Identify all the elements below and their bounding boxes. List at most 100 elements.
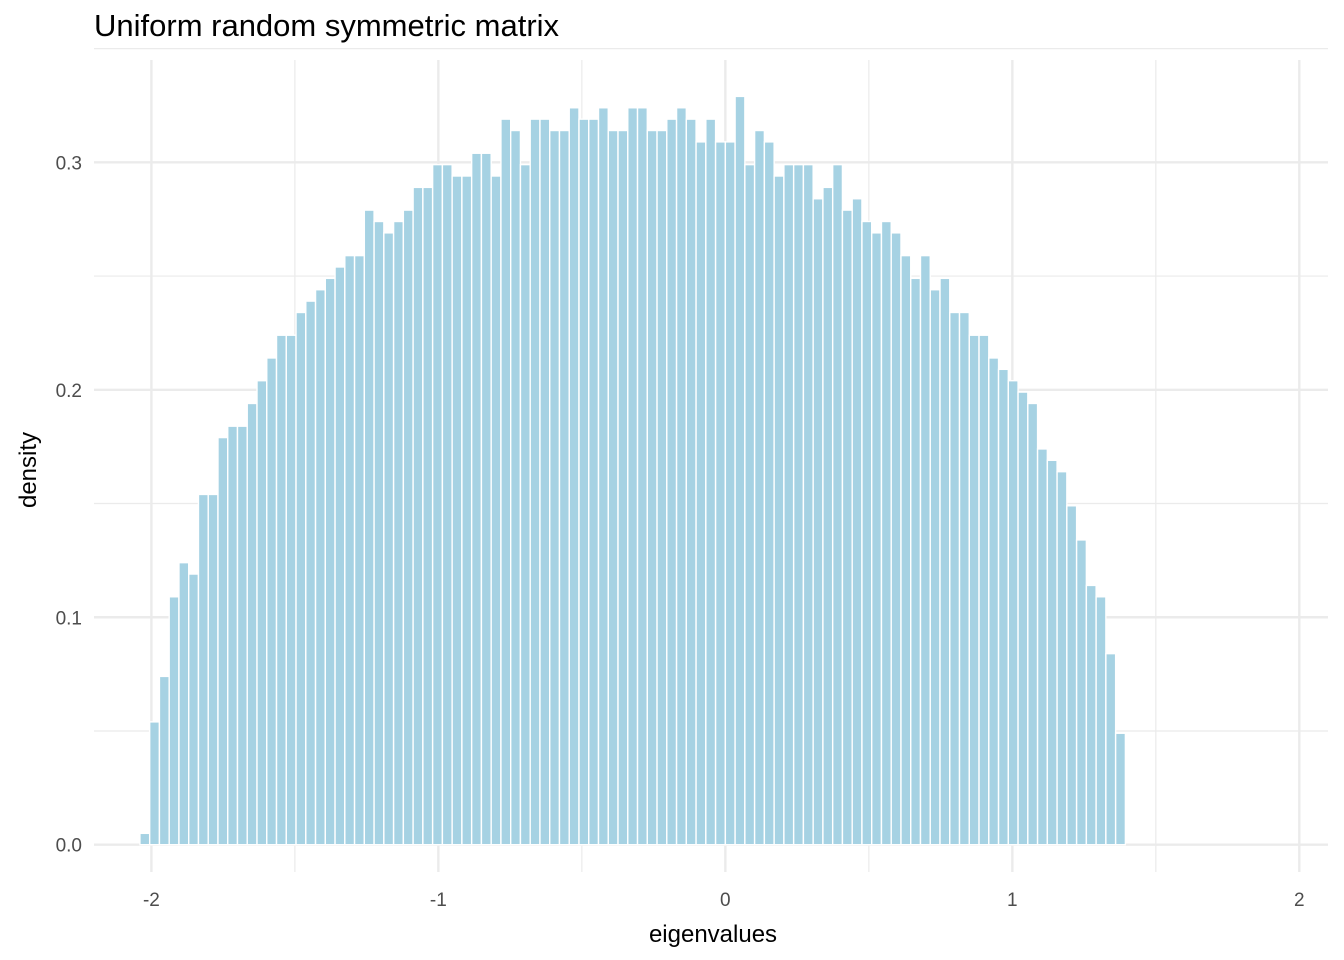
histogram-bar — [744, 163, 756, 846]
histogram-bar — [158, 675, 170, 846]
histogram-bar — [831, 163, 844, 846]
histogram-bar — [178, 561, 190, 846]
histogram-bar — [1036, 448, 1049, 846]
histogram-bar — [275, 334, 287, 846]
histogram-bar — [1095, 596, 1107, 846]
histogram-bar — [227, 425, 239, 846]
histogram-bar — [558, 129, 570, 846]
histogram-bar — [978, 334, 990, 846]
histogram-bar — [246, 402, 258, 846]
histogram-bar — [929, 289, 941, 846]
histogram-bar — [217, 436, 229, 846]
histogram-bar — [802, 163, 814, 846]
histogram-bar — [568, 107, 580, 846]
histogram-bar — [607, 129, 619, 846]
histogram-bar — [1007, 380, 1019, 846]
histogram-bar — [549, 129, 561, 846]
histogram-bar — [490, 175, 502, 846]
histogram-bar — [461, 175, 473, 846]
histogram-bar — [1105, 652, 1117, 846]
histogram-bar — [197, 493, 209, 846]
y-tick-label: 0.3 — [56, 153, 82, 174]
histogram-bar — [685, 118, 697, 846]
histogram-bar — [997, 368, 1010, 846]
histogram-bar — [783, 163, 795, 846]
histogram-bar — [1056, 470, 1068, 846]
histogram-bar — [256, 380, 268, 846]
histogram-bar — [422, 186, 434, 846]
histogram-bar — [871, 232, 883, 846]
histogram-bar — [353, 254, 366, 846]
histogram-bar — [480, 152, 492, 846]
histogram-bar — [305, 300, 317, 846]
histogram-bar — [1017, 391, 1029, 846]
histogram-bar — [705, 118, 717, 846]
y-tick-label: 0.0 — [56, 836, 82, 857]
histogram-bar — [1075, 539, 1088, 846]
histogram-bar — [344, 254, 356, 846]
histogram-bar — [168, 596, 180, 846]
x-tick-label: -2 — [143, 890, 160, 911]
histogram-bar — [412, 186, 424, 846]
histogram-bar — [1114, 732, 1127, 846]
histogram-bar — [949, 311, 961, 846]
histogram-bar — [763, 141, 775, 846]
histogram-bar — [441, 163, 453, 846]
histogram-bar — [1066, 505, 1078, 846]
axis-tick-labels: -2 -1 0 1 2 0.0 0.1 0.2 0.3 — [56, 153, 1305, 911]
histogram-bar — [392, 220, 405, 846]
histogram-bar — [734, 95, 746, 846]
histogram-bar — [431, 163, 444, 846]
chart-title: Uniform random symmetric matrix — [94, 8, 560, 43]
histogram-bar — [373, 220, 385, 846]
histogram-bar — [597, 107, 609, 846]
histogram-bar — [958, 311, 970, 846]
histogram-bar — [656, 129, 668, 846]
histogram-bar — [500, 118, 512, 846]
histogram-bar — [861, 220, 873, 846]
histogram-bar — [334, 266, 346, 846]
histogram-bar — [636, 107, 648, 846]
histogram-bar — [383, 232, 395, 846]
x-tick-label: 1 — [1007, 890, 1018, 911]
histogram-bar — [919, 254, 931, 846]
histogram-bars — [139, 95, 1127, 846]
histogram-bar — [695, 141, 707, 846]
x-tick-label: 0 — [720, 890, 731, 911]
y-tick-label: 0.2 — [56, 381, 82, 402]
histogram-bar — [470, 152, 483, 846]
histogram-bar — [822, 186, 834, 846]
histogram-bar — [851, 198, 863, 846]
histogram-bar — [207, 493, 219, 846]
histogram-bar — [236, 425, 248, 846]
histogram-bar — [792, 163, 805, 846]
histogram-bar — [968, 334, 980, 846]
histogram-bar — [266, 357, 278, 846]
y-axis-title: density — [15, 432, 42, 508]
histogram-bar — [1027, 402, 1039, 846]
histogram-bar — [646, 129, 658, 846]
histogram-bar — [285, 334, 297, 846]
histogram-bar — [617, 129, 629, 846]
histogram-bar — [509, 129, 522, 846]
histogram-bar — [939, 277, 951, 846]
histogram-bar — [324, 277, 336, 846]
histogram-bar — [714, 141, 727, 846]
histogram-bar — [724, 141, 736, 846]
histogram-bar — [675, 107, 688, 846]
histogram-bar — [539, 118, 551, 846]
histogram-bar — [188, 573, 200, 846]
y-tick-label: 0.1 — [56, 608, 82, 629]
histogram-bar — [753, 129, 766, 846]
histogram-bar — [529, 118, 541, 846]
histogram-bar — [910, 277, 922, 846]
histogram-bar — [451, 175, 463, 846]
histogram-bar — [578, 118, 590, 846]
histogram-bar — [773, 175, 785, 846]
histogram-bar — [812, 198, 824, 846]
histogram-bar — [148, 721, 161, 846]
histogram-bar — [666, 118, 678, 846]
histogram-bar — [627, 107, 639, 846]
histogram-bar — [988, 357, 1000, 846]
